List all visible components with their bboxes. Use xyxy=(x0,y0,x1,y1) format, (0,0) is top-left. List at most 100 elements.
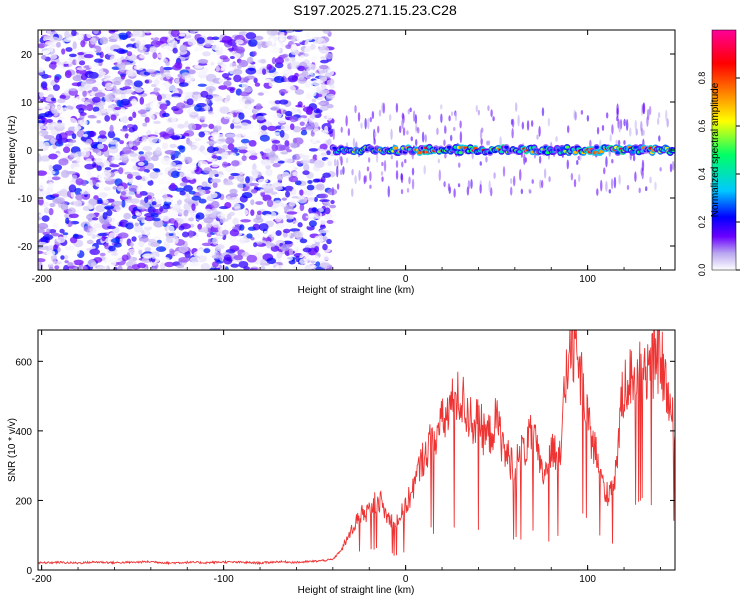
heatmap-cell xyxy=(594,145,599,149)
heatmap-cell xyxy=(228,175,235,180)
heatmap-cell xyxy=(209,192,218,199)
heatmap-cell xyxy=(319,148,325,153)
heatmap-cell xyxy=(163,193,168,202)
heatmap-cell xyxy=(131,145,138,151)
heatmap-cell xyxy=(142,223,152,228)
heatmap-cell xyxy=(38,105,43,110)
heatmap-cell xyxy=(142,122,148,127)
heatmap-cell xyxy=(38,154,42,162)
heatmap-cell xyxy=(38,222,49,230)
heatmap-cell xyxy=(226,113,234,118)
heatmap-cell xyxy=(209,267,217,270)
heatmap-cell xyxy=(623,140,626,145)
heatmap-cell xyxy=(271,231,277,238)
heatmap-cell xyxy=(339,169,343,176)
heatmap-cell xyxy=(235,39,244,45)
heatmap-cell xyxy=(580,109,584,115)
heatmap-cell xyxy=(156,94,163,102)
heatmap-cell xyxy=(229,152,237,159)
heatmap-cell xyxy=(41,73,49,79)
heatmap-cell xyxy=(267,125,278,132)
heatmap-cell xyxy=(470,179,473,189)
heatmap-cell xyxy=(71,133,77,140)
heatmap-cell xyxy=(467,179,471,190)
heatmap-cell xyxy=(56,210,62,216)
heatmap-cell xyxy=(78,211,86,217)
heatmap-cell xyxy=(224,202,232,209)
heatmap-cell xyxy=(299,189,304,196)
heatmap-cell xyxy=(257,178,269,184)
heatmap-cell xyxy=(196,37,205,44)
heatmap-cell xyxy=(65,47,73,52)
heatmap-cell xyxy=(280,151,289,155)
x-tick-label: -100 xyxy=(214,274,234,285)
heatmap-cell xyxy=(302,170,310,176)
heatmap-cell xyxy=(64,245,75,251)
heatmap-cell xyxy=(332,128,335,141)
heatmap-cell xyxy=(212,181,218,188)
heatmap-cell xyxy=(189,256,201,263)
heatmap-cell xyxy=(93,157,103,163)
heatmap-cell xyxy=(194,104,202,112)
heatmap-cell xyxy=(649,176,652,184)
heatmap-cell xyxy=(158,137,165,144)
heatmap-cell xyxy=(78,107,85,114)
heatmap-cell xyxy=(363,175,366,185)
heatmap-cell xyxy=(319,137,327,144)
heatmap-cell xyxy=(74,187,83,196)
heatmap-cell xyxy=(224,266,229,270)
heatmap-cell xyxy=(48,217,58,221)
heatmap-cell xyxy=(191,146,196,150)
heatmap-cell xyxy=(53,261,62,265)
heatmap-cell xyxy=(245,67,257,75)
heatmap-cell xyxy=(487,140,491,146)
heatmap-cell xyxy=(323,212,332,220)
heatmap-cell xyxy=(443,181,446,188)
heatmap-cell xyxy=(310,74,315,78)
colorbar-tick-label: 0.6 xyxy=(697,120,707,133)
heatmap-cell xyxy=(305,92,312,100)
heatmap-cell xyxy=(170,161,177,168)
heatmap-cell xyxy=(48,36,60,42)
heatmap-cell xyxy=(144,151,153,156)
heatmap-cell xyxy=(395,170,399,180)
heatmap-cell xyxy=(54,122,65,128)
heatmap-cell xyxy=(152,236,162,240)
heatmap-cell xyxy=(357,111,361,122)
heatmap-cell xyxy=(330,199,335,205)
heatmap-cell xyxy=(308,263,315,270)
heatmap-cell xyxy=(54,197,65,204)
heatmap-cell xyxy=(109,124,114,133)
heatmap-cell xyxy=(315,86,322,93)
heatmap-cell xyxy=(82,57,91,62)
heatmap-cell xyxy=(103,62,108,70)
heatmap-cell xyxy=(523,154,526,166)
heatmap-cell xyxy=(139,202,151,206)
heatmap-cell xyxy=(351,188,354,197)
heatmap-cell xyxy=(181,142,186,147)
heatmap-cell xyxy=(136,232,143,238)
heatmap-cell xyxy=(223,182,234,186)
heatmap-cell xyxy=(128,116,133,122)
heatmap-cell xyxy=(63,264,70,270)
heatmap-cell xyxy=(194,47,200,52)
heatmap-cell xyxy=(290,50,299,56)
heatmap-cell xyxy=(38,228,45,234)
heatmap-cell xyxy=(58,158,69,166)
heatmap-cell xyxy=(288,201,296,207)
heatmap-cell xyxy=(38,141,46,148)
heatmap-cell xyxy=(102,212,108,220)
heatmap-cell xyxy=(138,248,143,255)
heatmap-cell xyxy=(233,239,239,244)
heatmap-cell xyxy=(277,117,287,124)
heatmap-cell xyxy=(208,170,214,179)
heatmap-cell xyxy=(567,125,570,134)
heatmap-cell xyxy=(151,253,157,259)
heatmap-cell xyxy=(172,47,178,54)
colorbar-tick-label: 0.2 xyxy=(697,216,707,229)
heatmap-cell xyxy=(84,163,95,170)
heatmap-cell xyxy=(308,80,313,88)
heatmap-cell xyxy=(402,127,406,136)
heatmap-cell xyxy=(155,146,162,155)
heatmap-cell xyxy=(440,104,443,110)
